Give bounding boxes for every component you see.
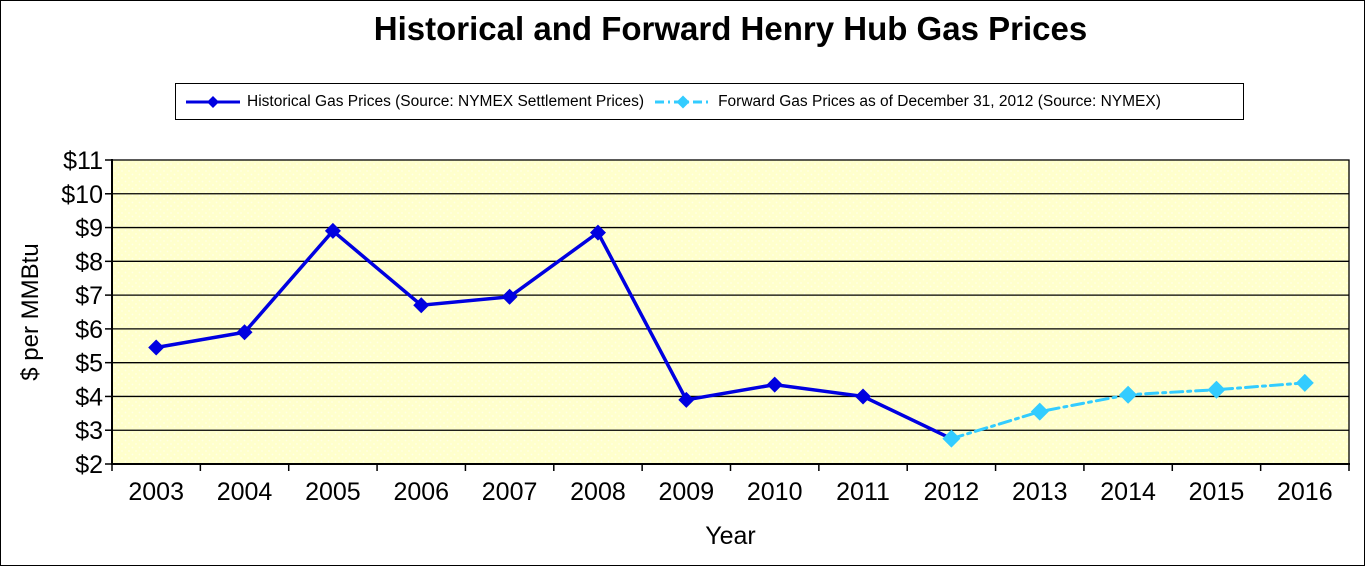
x-axis-title: Year [705,522,756,550]
data-point-marker-historical [678,391,695,408]
x-tick-label: 2006 [393,478,449,506]
legend-line-sample-historical [186,95,240,108]
x-tick-label: 2011 [836,478,890,506]
y-tick-label: $2 [75,451,103,479]
legend-diamond-icon [207,95,219,108]
data-point-marker-historical [236,324,253,341]
series-line-historical [154,228,954,441]
legend-line-sample-forward [655,95,712,108]
x-tick-label: 2013 [1012,478,1068,506]
data-point-marker-historical [324,222,341,239]
y-tick-label: $4 [75,383,103,411]
x-tick-label: 2003 [128,478,184,506]
y-tick-label: $6 [75,316,103,344]
x-tick-label: 2004 [217,478,273,506]
x-tick-label: 2012 [924,478,980,506]
data-point-marker-historical [148,339,165,356]
x-tick-label: 2009 [659,478,715,506]
y-tick-label: $7 [75,282,103,310]
x-tick-label: 2016 [1277,478,1333,506]
legend-label-historical: Historical Gas Prices (Source: NYMEX Set… [247,92,645,110]
data-point-marker-historical [413,297,430,314]
x-tick-label: 2007 [482,478,538,506]
legend-entry-forward: Forward Gas Prices as of December 31, 20… [654,93,1161,111]
data-point-marker-forward [942,429,961,448]
data-point-marker-historical [589,224,606,241]
y-tick-label: $9 [75,215,103,243]
legend-diamond-icon [676,95,690,108]
x-tick-label: 2005 [305,478,361,506]
data-point-marker-historical [501,288,518,305]
y-tick-label: $11 [63,147,103,175]
x-tick-label: 2014 [1100,478,1156,506]
data-point-marker-forward [1030,402,1049,421]
legend: Historical Gas Prices (Source: NYMEX Set… [175,83,1244,120]
legend-entry-historical: Historical Gas Prices (Source: NYMEX Set… [185,93,644,111]
chart-title: Historical and Forward Henry Hub Gas Pri… [373,10,1088,47]
data-point-marker-forward [1119,385,1138,404]
y-tick-label: $5 [75,350,103,378]
y-tick-label: $10 [61,181,103,209]
x-tick-label: 2015 [1189,478,1245,506]
x-tick-label: 2008 [570,478,626,506]
data-point-marker-historical [766,376,783,393]
legend-label-forward: Forward Gas Prices as of December 31, 20… [718,92,1161,110]
x-tick-label: 2010 [747,478,803,506]
data-point-marker-forward [1295,373,1314,392]
y-tick-label: $3 [75,417,103,445]
y-tick-label: $8 [75,248,103,276]
plot-background-texture [112,160,1349,464]
data-point-marker-forward [1207,380,1226,399]
data-point-marker-historical [855,388,872,405]
